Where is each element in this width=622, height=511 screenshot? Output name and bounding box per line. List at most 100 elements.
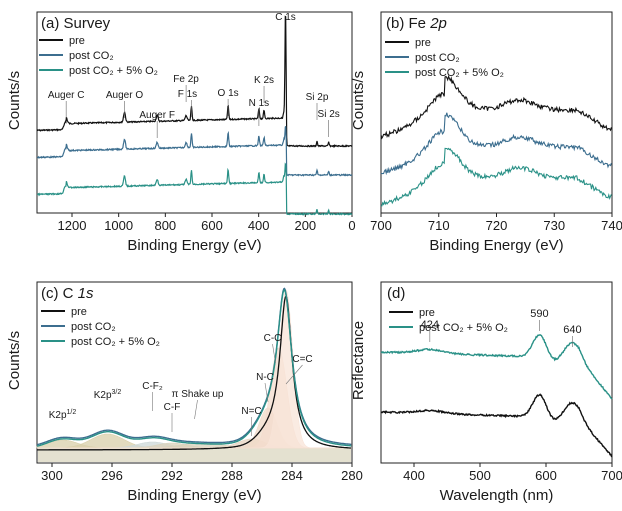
x-tick-label: 0 [348,218,355,233]
annotation-label: N=C [241,406,261,417]
annotation-superscript: 3/2 [112,389,122,396]
annotation-label: O 1s [218,88,239,99]
y-axis-label: Reflectance [350,321,367,400]
annotation-label: N 1s [249,98,270,109]
legend-entry: pre [71,306,87,318]
annotation-label: Fe 2p [173,74,199,85]
annotation-superscript: 1/2 [67,409,77,416]
x-tick-label: 400 [248,218,270,233]
x-tick-label: 288 [221,468,243,483]
x-tick-label: 200 [294,218,316,233]
annotation-label: 424 [421,319,439,331]
x-tick-label: 1000 [104,218,133,233]
annotation-label: 590 [530,308,548,320]
panel-label-prefix: (c) C [41,285,78,302]
annotation-label: K2p3/2 [94,389,122,401]
legend-entry: pre [415,37,431,49]
legend-entry: pre [419,307,435,319]
x-tick-label: 710 [428,218,450,233]
panel-1: 700 710 720 730 740 Binding Energy (eV) Counts… [350,11,622,254]
x-tick-label: 500 [469,468,491,483]
annotation-label: K2p1/2 [49,409,77,421]
y-axis-label: Counts/s [350,71,367,130]
x-axis-label: Binding Energy (eV) [127,487,261,504]
panel-0: 1200 1000 800 600 400 200 0 Binding Energy (eV)… [6,11,356,254]
annotation-label: C=C [292,354,312,365]
x-tick-label: 1200 [58,218,87,233]
annotation-label: Auger O [106,90,143,101]
annotation-label: Si 2p [306,92,329,103]
panel-label-orbital: 1s [78,285,94,302]
series-line [380,112,612,176]
legend-entry: post CO₂ [71,321,116,333]
annotation-label: 640 [563,324,581,336]
x-axis-label: Binding Energy (eV) [429,237,563,254]
x-tick-label: 296 [101,468,123,483]
series-line [380,147,612,207]
series-line [36,289,352,447]
annotation-label: K 2s [254,75,274,86]
annotation-leader [272,343,276,364]
x-tick-label: 600 [201,218,223,233]
x-tick-label: 730 [543,218,565,233]
annotation-label: Si 2s [318,109,340,120]
legend-entry: post CO₂ + 5% O₂ [69,65,158,77]
x-tick-label: 284 [281,468,303,483]
component-peak [37,289,352,449]
x-tick-label: 700 [370,218,392,233]
annotation-label: Auger C [48,90,85,101]
annotation-leader [194,399,198,420]
annotation-label: C-C [264,333,282,344]
panel-3: 400 500 600 700 Wavelength (nm) Reflectance (d… [350,281,622,504]
annotation-label: C 1s [275,12,296,23]
series-line [380,334,613,400]
series-line [380,393,613,458]
annotation-label: π Shake up [172,389,224,400]
plot-frame [380,281,613,464]
legend-entry: post CO₂ + 5% O₂ [415,67,504,79]
panel-label-orbital: 2p [429,15,447,32]
annotation-label: C-F₂ [142,381,163,392]
panel-label: (b) Fe 2p [386,15,447,32]
x-axis-label: Binding Energy (eV) [127,237,261,254]
plot-frame [36,281,353,464]
annotation-main: K2p [94,390,112,401]
legend-entry: post CO₂ + 5% O₂ [71,336,160,348]
legend-entry: pre [69,35,85,47]
annotation-label: N-C [256,372,274,383]
panel-label: (c) C 1s [41,285,94,302]
y-axis-label: Counts/s [6,331,23,390]
x-tick-label: 800 [154,218,176,233]
panel-2: 300 296 292 288 284 280 Binding Energy (eV) Cou… [6,281,363,504]
legend-entry: post CO₂ + 5% O₂ [419,322,508,334]
series-line [37,162,353,216]
annotation-label: Auger F [139,110,175,121]
annotation-label: F 1s [178,89,197,100]
x-tick-label: 600 [535,468,557,483]
x-axis-label: Wavelength (nm) [440,487,554,504]
plot-frame [36,11,353,214]
annotation-leader [264,382,269,403]
x-tick-label: 740 [601,218,622,233]
x-tick-label: 400 [403,468,425,483]
x-tick-label: 300 [41,468,63,483]
panel-label-prefix: (b) Fe [386,15,430,32]
x-tick-label: 720 [486,218,508,233]
series-line [37,126,353,177]
annotation-main: K2p [49,410,67,421]
background-fill [38,448,351,462]
series-line [36,15,353,148]
y-axis-label: Counts/s [6,71,23,130]
series-line [37,294,352,451]
x-tick-label: 280 [341,468,363,483]
x-tick-label: 700 [601,468,622,483]
legend-entry: post CO₂ [69,50,114,62]
annotation-leader [285,364,303,385]
x-tick-label: 292 [161,468,183,483]
panel-label: (d) [387,285,405,302]
annotation-label: C-F [164,402,181,413]
panel-label: (a) Survey [41,15,111,32]
legend-entry: post CO₂ [415,52,460,64]
series-line [380,74,612,140]
